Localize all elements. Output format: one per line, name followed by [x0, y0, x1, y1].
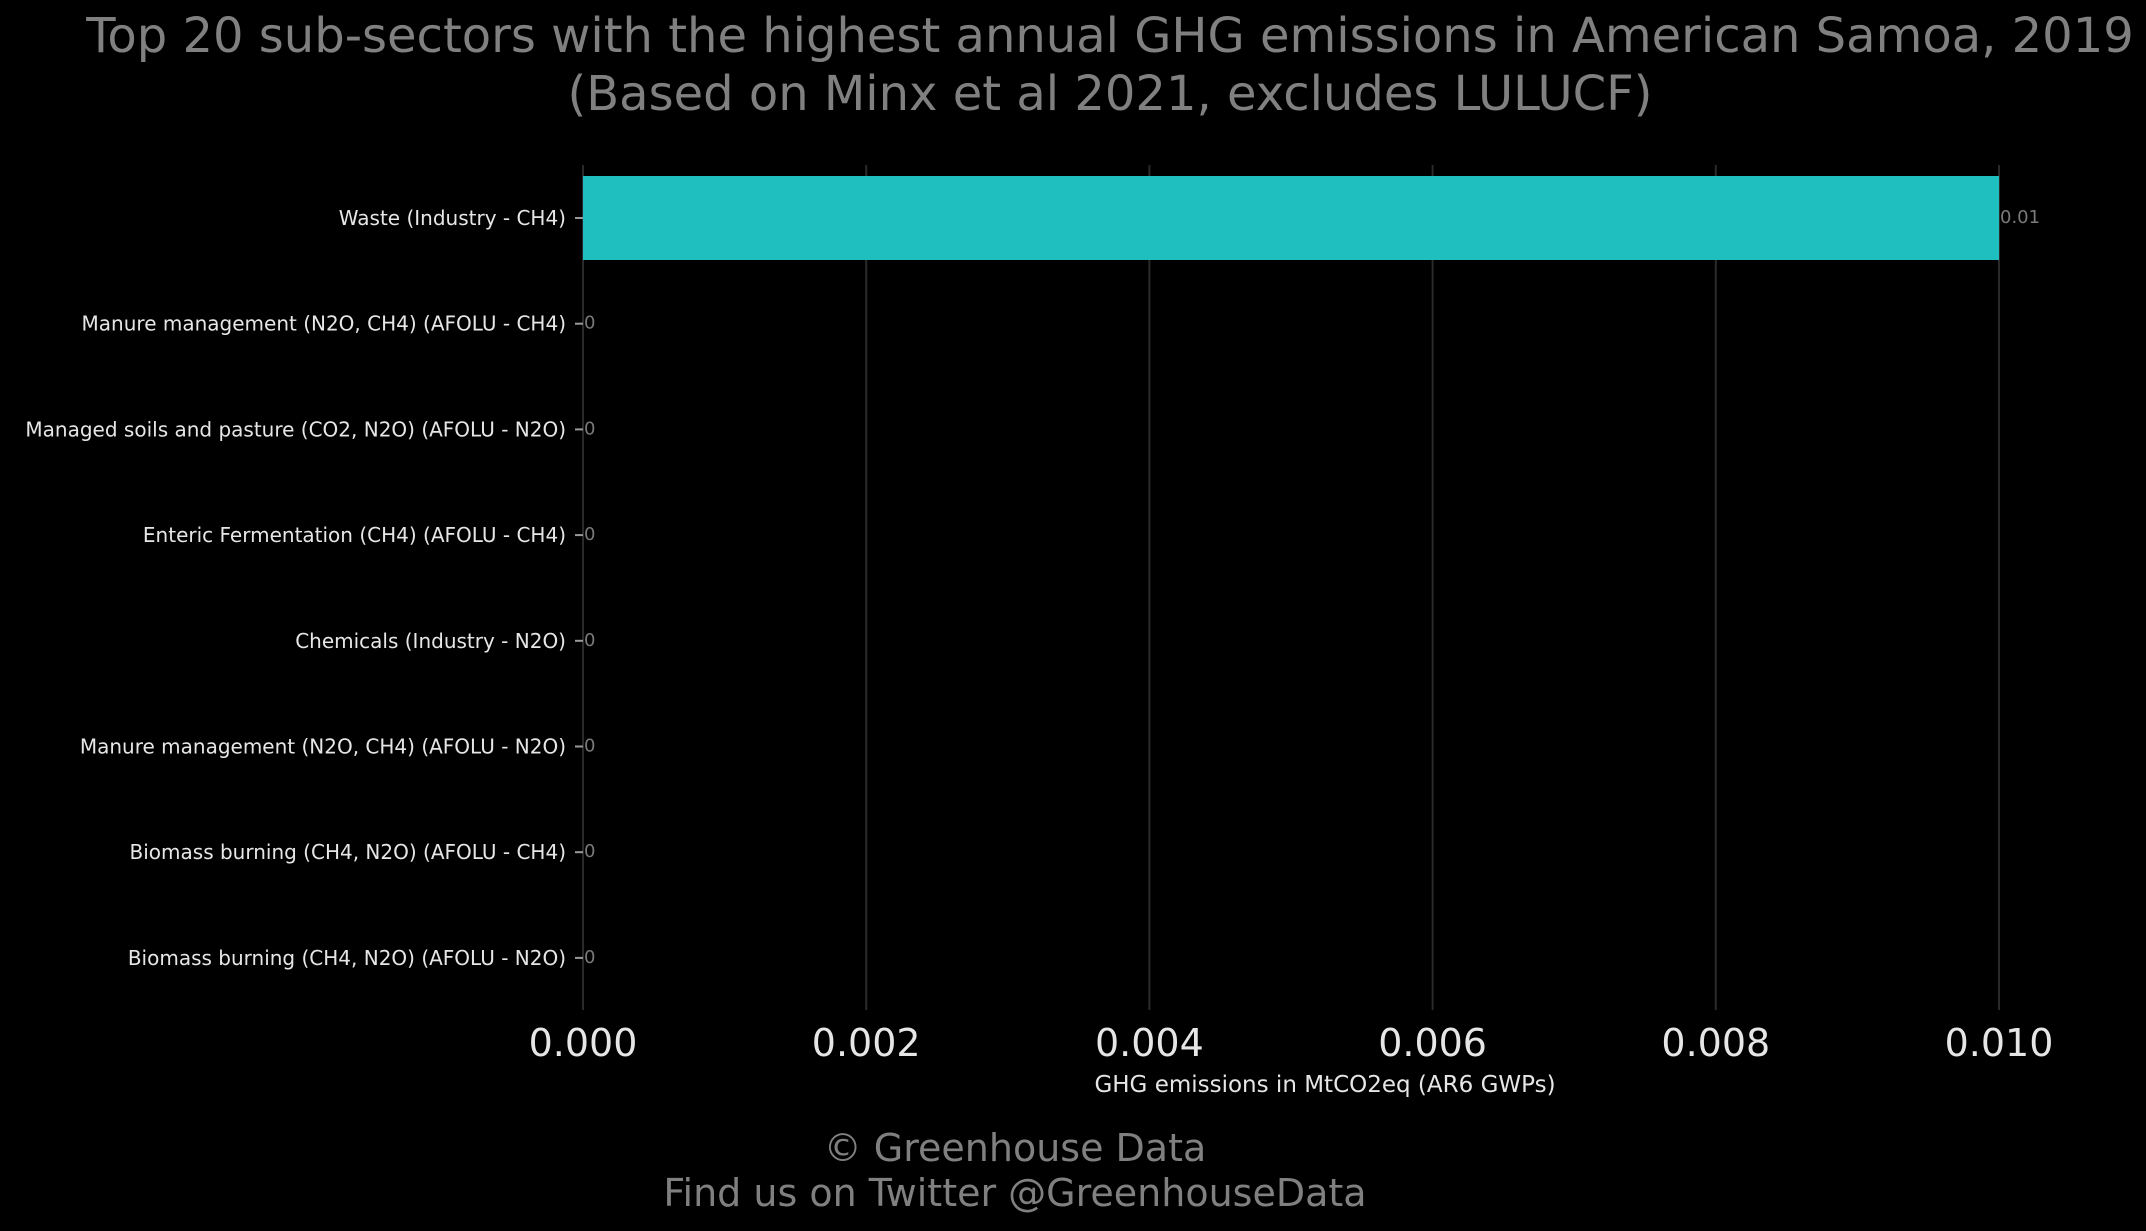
x-tick-label: 0.010 [1945, 1021, 2054, 1065]
x-tick-label: 0.006 [1378, 1021, 1487, 1065]
bars: 0.01 0 0 0 0 0 0 0 [583, 176, 2040, 968]
category-label: Enteric Fermentation (CH4) (AFOLU - CH4) [143, 523, 566, 547]
category-label: Managed soils and pasture (CO2, N2O) (AF… [25, 417, 566, 441]
bar-value-label: 0 [584, 630, 595, 651]
bar-value-label: 0.01 [2000, 207, 2040, 228]
grid [582, 165, 2000, 1010]
x-tick-label: 0.000 [529, 1021, 638, 1065]
category-label: Waste (Industry - CH4) [339, 206, 566, 230]
x-axis-label: GHG emissions in MtCO2eq (AR6 GWPs) [1094, 1072, 1555, 1098]
category-label: Biomass burning (CH4, N2O) (AFOLU - CH4) [130, 840, 566, 864]
footer-twitter: Find us on Twitter @GreenhouseData [663, 1171, 1366, 1215]
bar [583, 176, 1999, 260]
bar-value-label: 0 [584, 418, 595, 439]
chart-title-line1: Top 20 sub-sectors with the highest annu… [85, 8, 2134, 64]
x-axis-ticks: 0.000 0.002 0.004 0.006 0.008 0.010 [529, 1021, 2054, 1065]
bar-value-label: 0 [584, 841, 595, 862]
bar-value-label: 0 [584, 524, 595, 545]
category-labels: Waste (Industry - CH4) Manure management … [25, 206, 583, 970]
chart-title-line2: (Based on Minx et al 2021, excludes LULU… [568, 66, 1653, 122]
x-tick-label: 0.004 [1095, 1021, 1204, 1065]
category-label: Manure management (N2O, CH4) (AFOLU - CH… [82, 312, 566, 336]
category-label: Manure management (N2O, CH4) (AFOLU - N2… [80, 735, 566, 759]
bar-value-label: 0 [584, 313, 595, 334]
bar-value-label: 0 [584, 947, 595, 968]
category-label: Biomass burning (CH4, N2O) (AFOLU - N2O) [128, 946, 566, 970]
bar-value-label: 0 [584, 736, 595, 757]
x-tick-label: 0.002 [812, 1021, 921, 1065]
category-label: Chemicals (Industry - N2O) [295, 629, 566, 653]
x-tick-label: 0.008 [1661, 1021, 1770, 1065]
footer-copyright: © Greenhouse Data [824, 1126, 1207, 1170]
